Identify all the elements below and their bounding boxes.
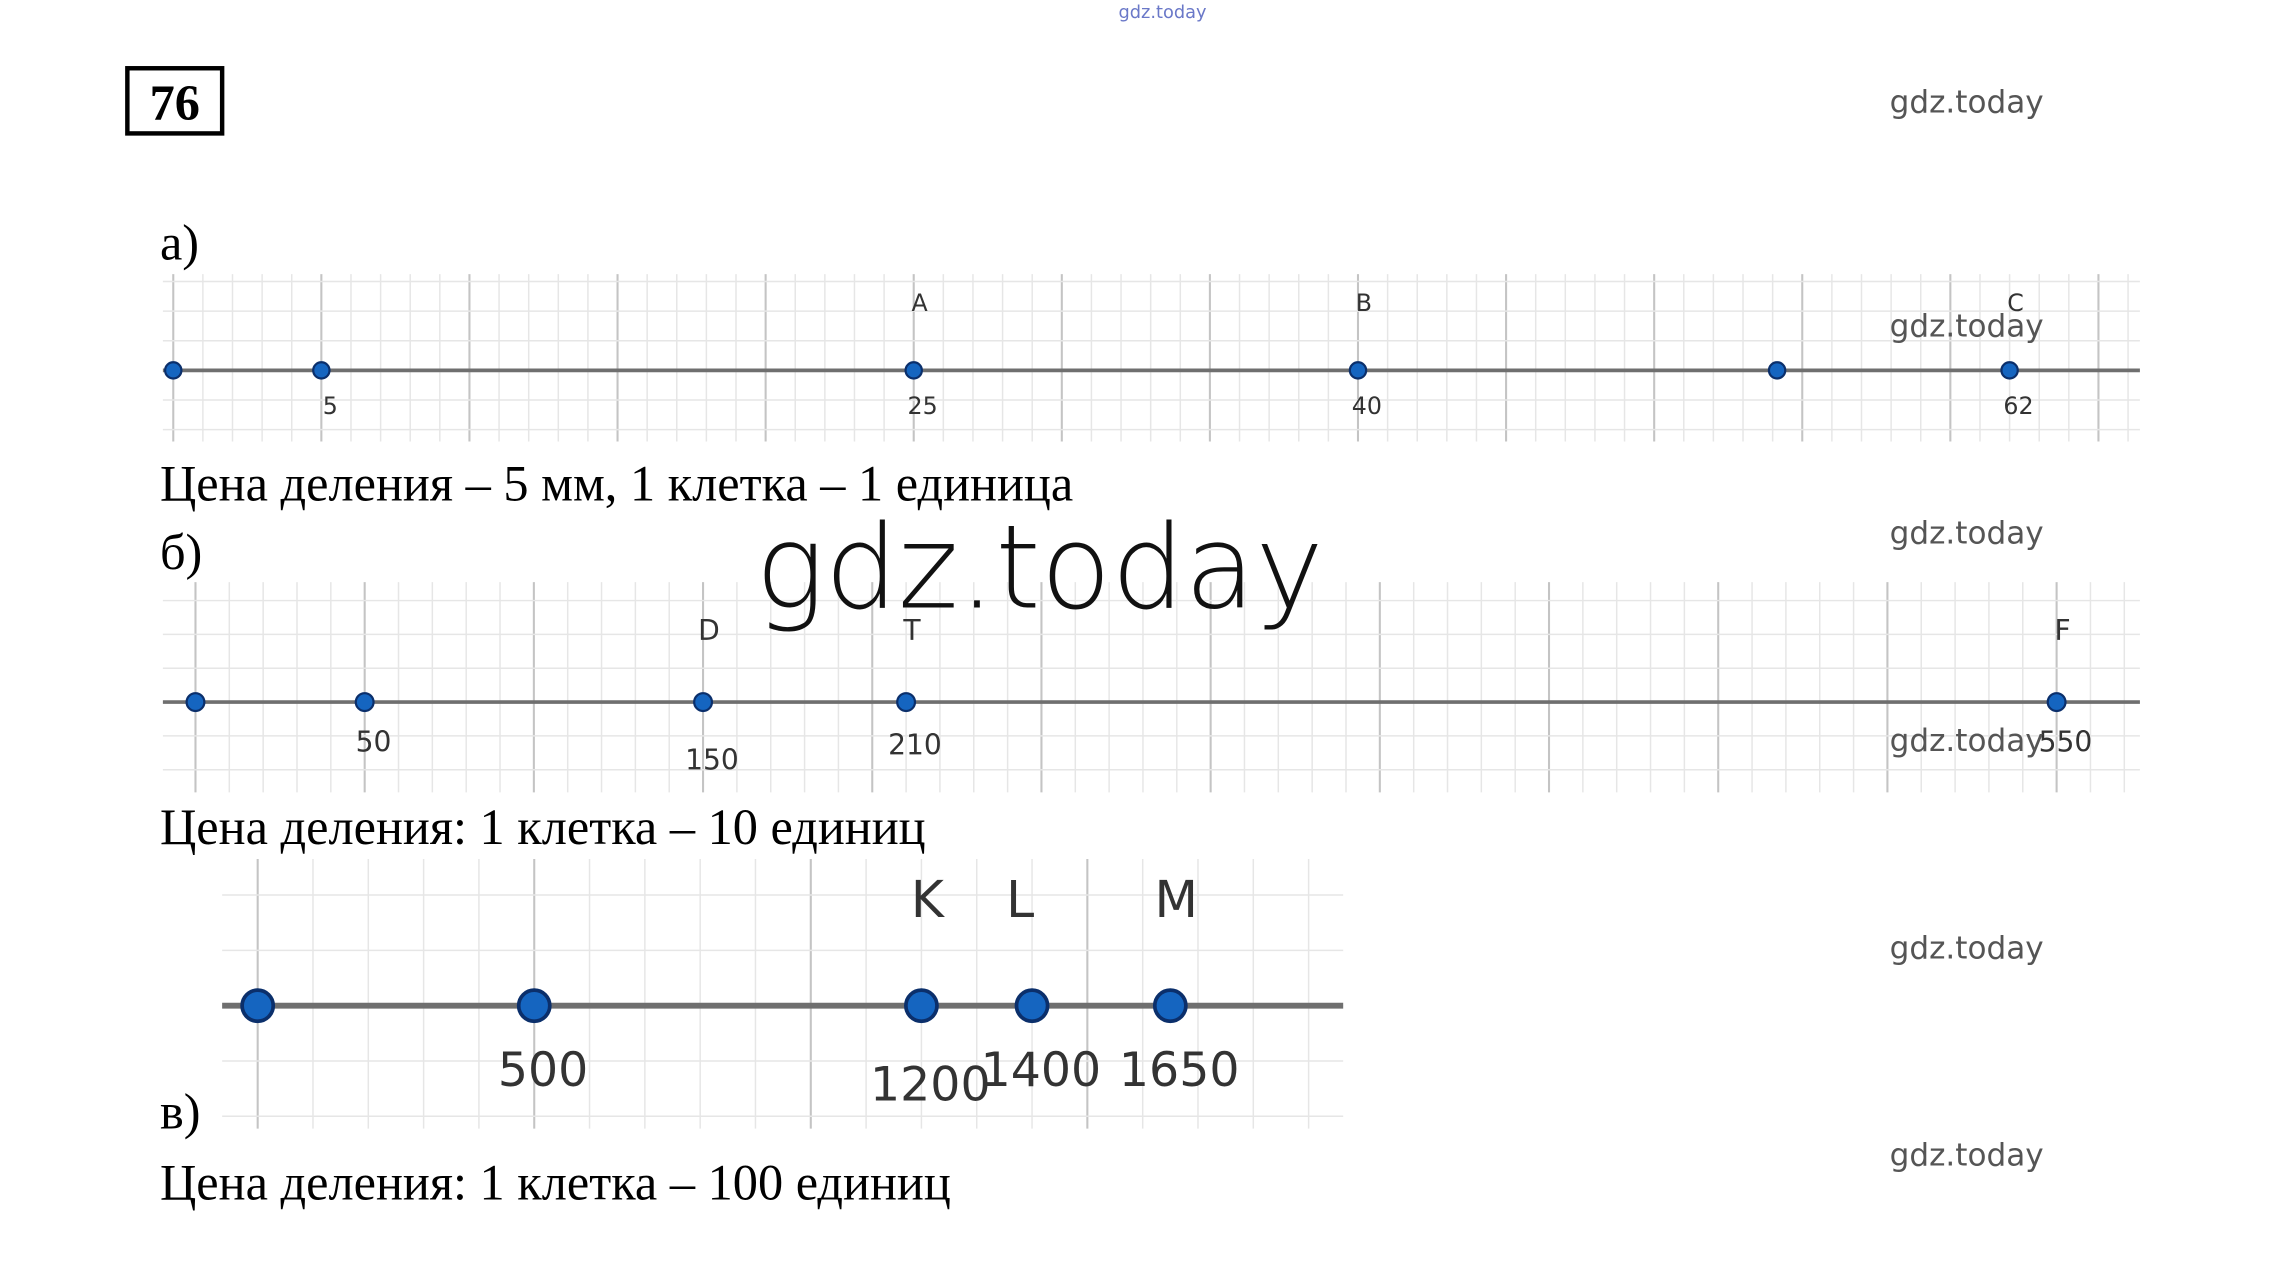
origin-point xyxy=(185,692,206,713)
number-line-figure: 50 D 150 T 210 F 550 xyxy=(162,582,2140,793)
point xyxy=(693,692,714,713)
point-value: 500 xyxy=(498,1043,588,1098)
point-name: B xyxy=(1356,289,1372,317)
watermark: gdz.today xyxy=(1890,516,2044,552)
number-line-figure: 500 K 1200 L 1400 M 1650 xyxy=(222,859,1344,1129)
watermark: gdz.today xyxy=(1890,930,2044,966)
point xyxy=(1152,988,1188,1024)
caption: Цена деления: 1 клетка – 100 единиц xyxy=(160,1155,951,1211)
point xyxy=(1767,361,1787,380)
point-name: D xyxy=(698,614,720,647)
watermark: gdz.today xyxy=(1890,308,2044,344)
number-box xyxy=(125,66,225,136)
point-value: 50 xyxy=(356,726,392,759)
part-label: в) xyxy=(160,1084,201,1140)
point-value: 5 xyxy=(323,392,338,420)
point-name: T xyxy=(902,614,921,647)
caption: Цена деления – 5 мм, 1 клетка – 1 единиц… xyxy=(160,456,1073,512)
point-value: 1400 xyxy=(981,1043,1102,1098)
point xyxy=(904,361,923,380)
point-value: 40 xyxy=(1352,392,1382,420)
point-value: 150 xyxy=(685,743,739,776)
point-name: M xyxy=(1155,870,1198,929)
part-label: а) xyxy=(160,214,199,270)
point-value: 210 xyxy=(888,729,942,762)
point-value: 550 xyxy=(2039,726,2093,759)
point-name: F xyxy=(2054,614,2070,647)
watermark: gdz.today xyxy=(755,501,1323,635)
point xyxy=(354,692,375,713)
point xyxy=(312,361,331,380)
point-name: C xyxy=(2007,289,2024,317)
number-line-figure: 5 A 25 B 40 C 62 xyxy=(162,274,2140,442)
point-name: L xyxy=(1006,870,1034,929)
point-name: K xyxy=(911,870,946,929)
watermark: gdz.today xyxy=(1890,85,2044,121)
watermark: gdz.today xyxy=(1890,723,2044,759)
watermark: gdz.today xyxy=(1118,3,1206,23)
point xyxy=(1014,988,1050,1024)
part-label: б) xyxy=(160,524,202,580)
origin-point xyxy=(240,988,276,1024)
point-value: 62 xyxy=(2003,392,2033,420)
point xyxy=(2000,361,2019,380)
point xyxy=(904,988,939,1024)
origin-point xyxy=(164,361,183,380)
point xyxy=(516,988,552,1024)
point-value: 1200 xyxy=(870,1058,991,1113)
point xyxy=(896,692,917,713)
point-value: 25 xyxy=(908,392,938,420)
point xyxy=(1348,361,1368,380)
point xyxy=(2046,692,2067,713)
watermark: gdz.today xyxy=(1890,1138,2044,1174)
point-name: A xyxy=(912,289,928,317)
caption: Цена деления: 1 клетка – 10 единиц xyxy=(160,799,926,855)
problem-number: 76 xyxy=(150,75,200,131)
point-value: 1650 xyxy=(1119,1043,1240,1098)
